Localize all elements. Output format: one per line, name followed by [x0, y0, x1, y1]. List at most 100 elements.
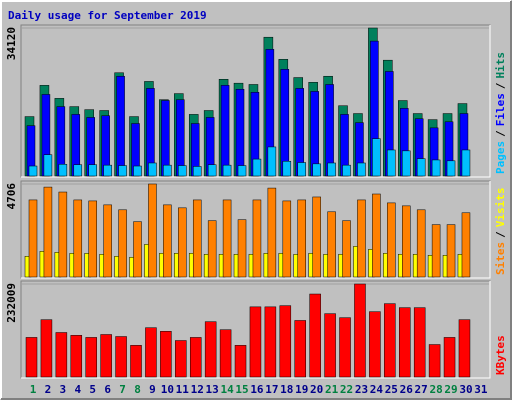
bar [282, 200, 292, 278]
legend-separator: / [494, 231, 507, 238]
x-tick-label: 12 [191, 383, 204, 396]
x-tick-label: 14 [220, 383, 234, 396]
bar [312, 163, 321, 177]
bar [178, 207, 187, 278]
bar [58, 191, 68, 278]
bar [40, 319, 53, 378]
y-tick-label: 34120 [5, 27, 18, 60]
bar [192, 166, 202, 177]
x-tick-label: 29 [444, 383, 457, 396]
bar [357, 162, 366, 177]
bar [161, 100, 170, 177]
bar [118, 209, 127, 278]
bar [297, 199, 306, 278]
bar [264, 306, 277, 378]
bar [189, 337, 202, 378]
x-tick-label: 23 [355, 383, 368, 396]
bar [103, 204, 112, 278]
bar [133, 221, 142, 278]
bar [431, 159, 441, 177]
y-tick-label: 4706 [5, 183, 18, 210]
x-tick-label: 7 [119, 383, 126, 396]
bar [431, 224, 441, 278]
bar [446, 224, 456, 278]
legend: Pages / Files / Hits [494, 52, 507, 174]
bar [207, 164, 217, 177]
bar [461, 149, 471, 177]
bar [387, 149, 396, 177]
bar [160, 331, 172, 378]
bar [145, 327, 157, 378]
bar [220, 85, 230, 177]
bar [399, 307, 411, 378]
bar [85, 337, 97, 378]
bar [148, 183, 157, 278]
bar [100, 334, 112, 378]
bar [342, 220, 351, 278]
bar [402, 205, 411, 278]
bar [249, 306, 262, 378]
x-tick-label: 20 [310, 383, 323, 396]
bar [73, 164, 83, 177]
x-tick-label: 18 [280, 383, 293, 396]
y-tick-label: 232009 [5, 283, 18, 323]
bar [297, 162, 306, 177]
bar [115, 336, 127, 378]
bar [372, 193, 381, 278]
bar [416, 209, 426, 278]
bar [280, 69, 290, 177]
bar [446, 160, 456, 177]
x-tick-label: 13 [206, 383, 219, 396]
bar [267, 146, 277, 177]
x-tick-label: 22 [340, 383, 353, 396]
bar [237, 219, 247, 278]
bar [237, 165, 247, 177]
x-tick-label: 21 [325, 383, 339, 396]
bar [413, 307, 426, 378]
x-tick-label: 19 [295, 383, 308, 396]
legend-entry: Sites [494, 242, 507, 275]
bar [354, 283, 366, 378]
bar [176, 99, 185, 177]
bar [324, 313, 336, 378]
x-tick-label: 15 [235, 383, 248, 396]
bar [443, 337, 456, 378]
legend: Sites / Visits [494, 188, 507, 276]
bar [342, 164, 351, 177]
bar [279, 305, 292, 378]
legend-separator: / [494, 130, 507, 137]
bar [219, 329, 232, 378]
x-tick-label: 9 [149, 383, 156, 396]
bar [282, 161, 292, 177]
bar [252, 199, 262, 278]
bar [207, 220, 217, 278]
bar [222, 199, 232, 278]
bar [163, 164, 172, 177]
bar [103, 164, 112, 177]
bar [55, 332, 68, 378]
bar [402, 150, 411, 177]
bar [28, 165, 38, 177]
bar [116, 75, 125, 177]
legend: KBytes [494, 335, 507, 375]
panel-bevel [21, 281, 491, 379]
bar [118, 165, 127, 177]
bar [133, 165, 142, 177]
bar [458, 319, 471, 378]
bar [204, 321, 217, 378]
bar [387, 202, 396, 278]
bar [267, 187, 277, 278]
bar [192, 199, 202, 278]
bar [234, 345, 247, 378]
legend-entry: Hits [494, 52, 507, 79]
bar [28, 199, 38, 278]
bar [428, 344, 441, 378]
bar [325, 84, 334, 177]
bar [309, 293, 321, 378]
bar [327, 162, 336, 177]
x-tick-label: 5 [89, 383, 96, 396]
bar [88, 200, 97, 278]
